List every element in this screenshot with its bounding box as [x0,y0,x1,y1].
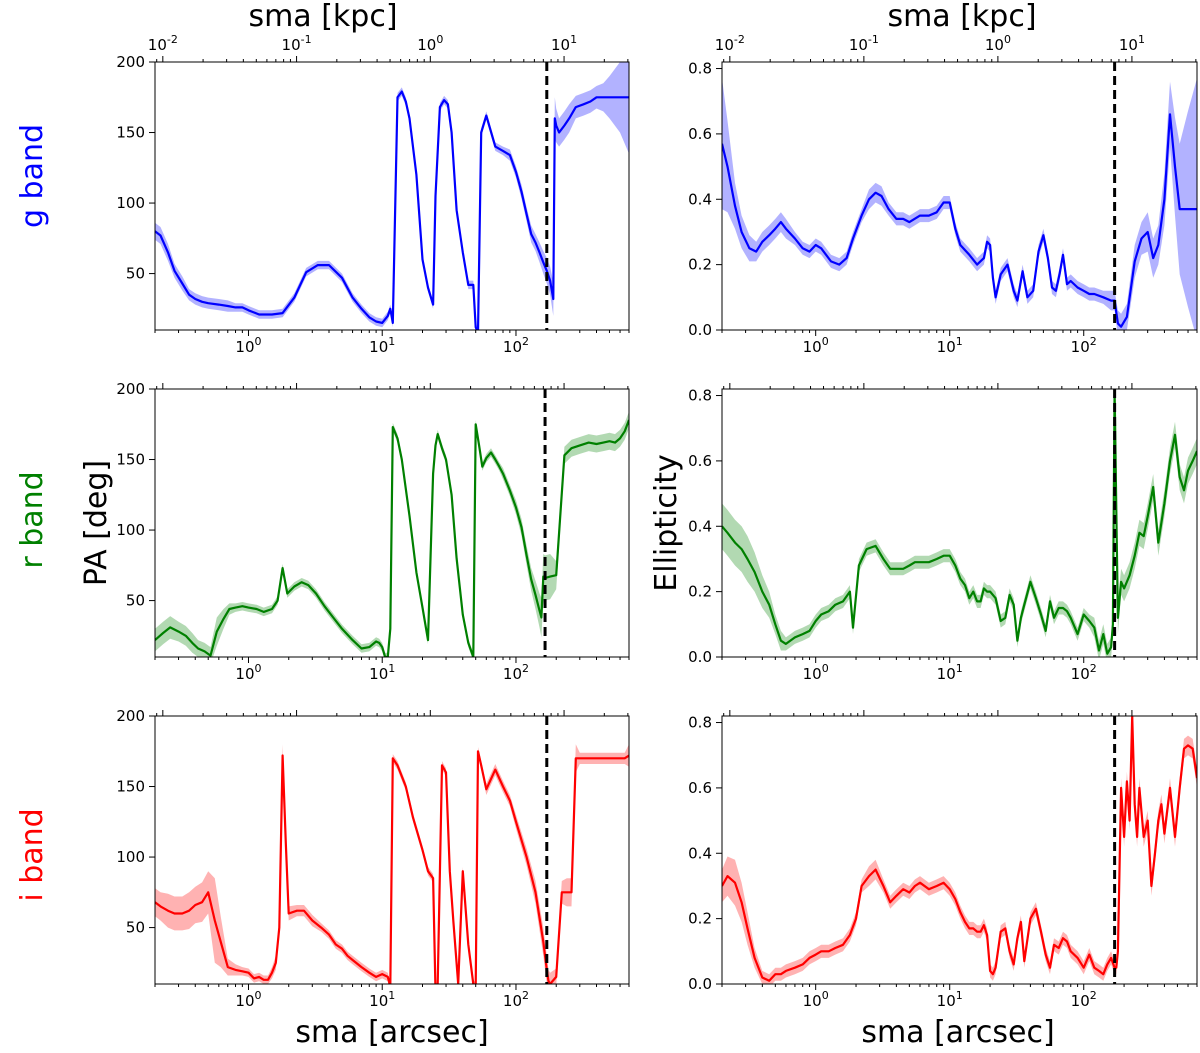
panel-frame [154,61,630,331]
y-tick-label: 0.4 [688,190,712,208]
top-tick-exponent: -1 [301,33,312,46]
x-tick-exponent: 1 [956,662,963,675]
top-tick-exponent: -1 [868,33,879,46]
series-line-r [722,389,1197,655]
top-tick-exponent: -2 [734,33,745,46]
ylabel-pa: PA [deg] [79,460,114,586]
top-xlabel-left: sma [kpc] [248,0,397,34]
x-tick-exponent: 0 [255,662,262,675]
plot-area [155,389,629,657]
y-tick-label: 0.6 [688,452,712,470]
x-tick-exponent: 1 [388,662,395,675]
plot-area [155,62,629,330]
y-tick-label: 0.6 [688,779,712,797]
panel-frame [154,715,630,985]
x-tick-exponent: 1 [388,989,395,1002]
x-tick-exponent: 2 [522,335,529,348]
panel-frame [721,61,1198,331]
error-band-g [722,78,1197,330]
y-tick-label: 100 [116,194,145,212]
top-tick-exponent: 0 [436,33,443,46]
x-tick-exponent: 2 [1090,989,1097,1002]
y-tick-label: 0.2 [688,910,712,928]
x-tick-exponent: 2 [1090,662,1097,675]
top-tick-exponent: 0 [1004,33,1011,46]
y-tick-label: 150 [116,124,145,142]
x-tick-exponent: 0 [255,335,262,348]
x-tick-exponent: 0 [822,989,829,1002]
bottom-xlabel-left: sma [arcsec] [295,1015,488,1050]
y-tick-label: 150 [116,451,145,469]
x-tick-exponent: 2 [522,989,529,1002]
ylabel-ellipticity: Ellipticity [649,454,684,591]
y-tick-label: 0.2 [688,256,712,274]
y-tick-label: 0.8 [688,60,712,78]
top-tick-exponent: 1 [570,33,577,46]
y-tick-label: 50 [126,265,145,283]
series-line-i [155,750,629,984]
series-line-i [722,716,1197,982]
top-tick-exponent: 1 [1138,33,1145,46]
y-tick-label: 200 [116,380,145,398]
y-tick-label: 50 [126,919,145,937]
row-label-r-band: r band [15,471,50,568]
series-line-g [722,113,1197,328]
row-label-g-band: g band [15,124,50,228]
y-tick-label: 100 [116,848,145,866]
x-tick-exponent: 0 [822,335,829,348]
x-tick-exponent: 0 [822,662,829,675]
y-tick-label: 0.4 [688,844,712,862]
y-tick-label: 0.4 [688,517,712,535]
x-tick-exponent: 1 [956,335,963,348]
series-line-g [155,90,629,330]
plot-area [155,716,629,984]
x-tick-exponent: 2 [522,662,529,675]
y-tick-label: 0.0 [688,975,712,993]
y-tick-label: 0.2 [688,583,712,601]
y-tick-label: 50 [126,592,145,610]
plot-area [722,716,1197,984]
y-tick-label: 0.8 [688,714,712,732]
y-tick-label: 200 [116,707,145,725]
series-line-r [155,419,629,657]
plot-area [722,389,1197,657]
panel-frame [721,388,1198,658]
panel-frame [154,388,630,658]
top-tick-exponent: -2 [167,33,178,46]
y-tick-label: 0.6 [688,125,712,143]
error-band-g [155,62,629,330]
y-tick-label: 0.8 [688,387,712,405]
top-xlabel-right: sma [kpc] [887,0,1036,34]
y-tick-label: 100 [116,521,145,539]
x-tick-exponent: 2 [1090,335,1097,348]
bottom-xlabel-right: sma [arcsec] [861,1015,1054,1050]
y-tick-label: 200 [116,53,145,71]
x-tick-exponent: 1 [956,989,963,1002]
plot-area [722,62,1197,330]
x-tick-exponent: 1 [388,335,395,348]
y-tick-label: 150 [116,778,145,796]
y-tick-label: 0.0 [688,648,712,666]
y-tick-label: 0.0 [688,321,712,339]
x-tick-exponent: 0 [255,989,262,1002]
row-label-i-band: i band [15,808,50,901]
panel-frame [721,715,1198,985]
